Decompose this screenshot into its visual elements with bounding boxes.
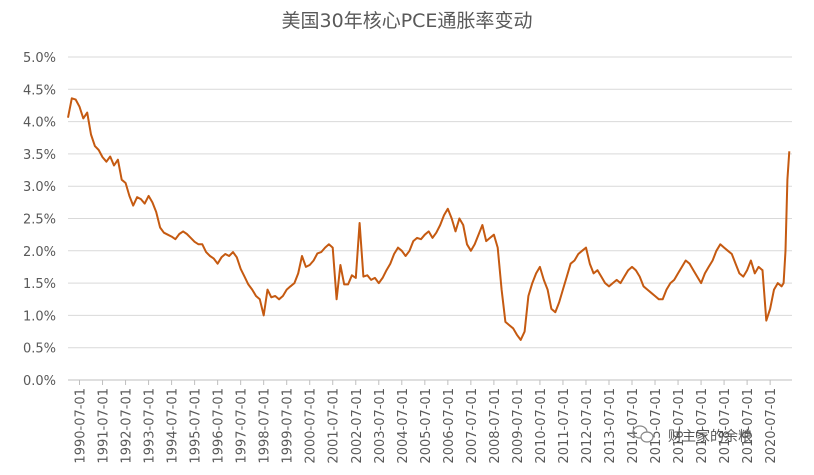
x-tick-label: 1999-07-01 xyxy=(281,388,296,464)
watermark-text: 财主家的余粮 xyxy=(668,428,752,445)
x-tick-label: 2000-07-01 xyxy=(304,388,319,464)
x-tick-label: 1994-07-01 xyxy=(166,388,181,464)
y-tick-label: 1.0% xyxy=(23,309,56,324)
x-tick-label: 1996-07-01 xyxy=(212,388,227,464)
grid-lines xyxy=(68,56,792,381)
x-tick-label: 1998-07-01 xyxy=(258,388,273,464)
x-tick-label: 2009-07-01 xyxy=(511,388,526,464)
y-tick-label: 0.5% xyxy=(23,342,56,357)
x-tick-label: 1992-07-01 xyxy=(120,388,135,464)
x-tick-label: 2005-07-01 xyxy=(419,388,434,464)
y-tick-label: 5.0% xyxy=(23,51,56,66)
x-tick-label: 2014-07-01 xyxy=(626,388,641,464)
chart-title: 美国30年核心PCE通胀率变动 xyxy=(282,10,533,32)
x-tick-label: 2015-07-01 xyxy=(649,388,664,464)
x-tick-label: 2020-07-01 xyxy=(764,388,779,464)
y-tick-label: 3.0% xyxy=(23,180,56,195)
x-tick-label: 2018-07-01 xyxy=(718,388,733,464)
x-tick-label: 2011-07-01 xyxy=(557,388,572,464)
y-tick-label: 1.5% xyxy=(23,277,56,292)
watermark: 财主家的余粮 xyxy=(632,425,752,445)
x-tick-label: 2016-07-01 xyxy=(672,388,687,464)
x-axis: 1990-07-01 1991-07-01 1992-07-01 1993-07-01… xyxy=(74,380,779,464)
x-tick-label: 2006-07-01 xyxy=(442,388,457,464)
x-tick-label: 2012-07-01 xyxy=(580,388,595,464)
x-tick-label: 2004-07-01 xyxy=(396,388,411,464)
x-tick-label: 1997-07-01 xyxy=(235,388,250,464)
y-tick-label: 2.5% xyxy=(23,213,56,228)
x-tick-label: 2007-07-01 xyxy=(465,388,480,464)
x-tick-label: 2001-07-01 xyxy=(327,388,342,464)
y-tick-label: 4.0% xyxy=(23,116,56,131)
y-tick-label: 4.5% xyxy=(23,83,56,98)
x-tick-label: 1990-07-01 xyxy=(74,388,89,464)
series-line xyxy=(67,97,791,341)
y-tick-label: 2.0% xyxy=(23,245,56,260)
x-tick-label: 2013-07-01 xyxy=(603,388,618,464)
y-tick-label: 3.5% xyxy=(23,148,56,163)
x-tick-label: 2003-07-01 xyxy=(373,388,388,464)
x-tick-label: 2008-07-01 xyxy=(488,388,503,464)
x-tick-label: 1993-07-01 xyxy=(143,388,158,464)
x-tick-label: 1995-07-01 xyxy=(189,388,204,464)
x-tick-label: 2010-07-01 xyxy=(534,388,549,464)
x-tick-label: 2019-07-01 xyxy=(741,388,756,464)
y-axis: 0.0% 0.5% 1.0% 1.5% 2.0% 2.5% 3.0% 3.5% 4.0% 4.5%… xyxy=(23,51,56,389)
x-tick-label: 1991-07-01 xyxy=(97,388,112,464)
y-tick-label: 0.0% xyxy=(23,374,56,389)
x-tick-label: 2002-07-01 xyxy=(350,388,365,464)
wechat-icon xyxy=(632,425,654,443)
x-tick-label: 2017-07-01 xyxy=(695,388,710,464)
